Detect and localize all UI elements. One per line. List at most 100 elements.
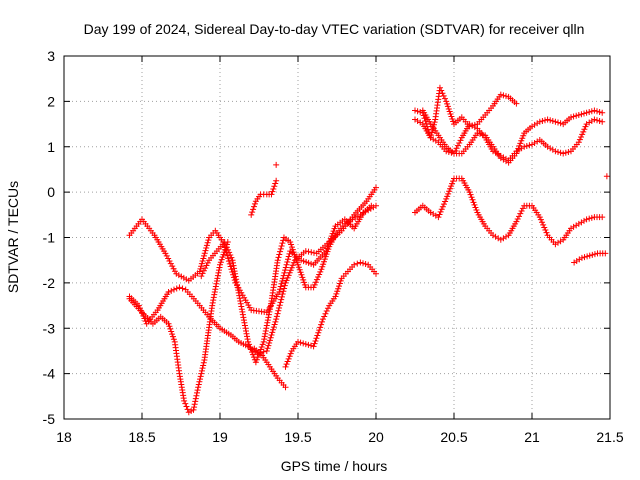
data-point [447,185,454,192]
data-point [274,310,281,317]
data-point [170,336,177,343]
data-point [238,306,245,313]
data-point [227,263,234,270]
data-point [294,259,301,266]
data-point [444,193,451,200]
data-point [282,384,289,391]
x-tick-label: 21.5 [596,429,623,445]
data-point [278,293,285,300]
data-point [310,284,317,291]
data-point [446,188,453,195]
y-tick-label: -4 [43,366,56,382]
data-point [547,117,554,124]
data-point [438,206,445,213]
data-point [292,254,299,261]
data-point [449,116,456,123]
data-point [373,202,379,209]
data-point [287,350,294,357]
data-point [441,95,448,102]
data-point [218,256,225,263]
data-point [203,244,210,251]
data-point [470,199,477,206]
data-point [315,274,322,281]
data-point [193,389,200,396]
data-point [182,400,189,407]
y-tick-label: -3 [43,320,56,336]
data-point [192,398,199,405]
x-tick-label: 19 [212,429,228,445]
x-tick-labels: 18 18.5 19 19.5 20 20.5 21 21.5 [56,429,624,445]
data-point [245,338,252,345]
data-point [301,279,308,286]
data-point [209,302,216,309]
data-point [521,143,528,150]
data-point [351,261,358,268]
data-point [519,205,526,212]
data-point [473,206,480,213]
data-point [204,259,211,266]
data-point [536,214,543,221]
data-point [293,256,300,263]
data-point [454,142,461,149]
data-point [272,180,279,187]
data-point [308,249,315,256]
data-point [265,311,272,318]
data-point [233,276,240,283]
data-point [555,119,561,126]
data-point [472,204,479,211]
data-point [305,248,312,255]
data-point [517,210,524,217]
data-point [321,258,327,265]
axis-ticks [63,55,611,420]
data-point [170,286,177,293]
data-point [167,325,174,332]
data-point [586,215,593,222]
data-point [199,270,206,277]
data-point [165,288,172,295]
data-point [162,250,169,257]
data-point [169,263,176,270]
data-point [263,347,270,354]
data-point [448,149,455,156]
data-point [599,118,606,125]
data-point [264,345,271,352]
data-point [297,269,304,276]
data-point [277,248,284,255]
data-point [263,322,270,329]
data-point [271,321,278,328]
data-point [253,356,260,363]
data-point [436,84,443,91]
data-point [262,330,269,337]
data-point [283,277,290,284]
data-point [412,107,418,114]
data-point [166,323,173,330]
data-point [203,242,210,249]
data-point [580,128,587,135]
data-point [212,283,219,290]
data-point [581,110,587,117]
data-point [197,265,204,272]
data-point [220,251,227,258]
data-point [310,249,317,256]
data-point [584,253,591,260]
data-point [215,267,222,274]
data-point [228,254,235,261]
data-point [191,401,198,408]
data-point [231,268,238,275]
data-point [222,241,229,248]
data-point [198,263,205,270]
data-point [313,335,320,342]
data-point [318,321,325,328]
data-point [286,269,293,276]
data-point [562,149,569,156]
data-point [277,286,284,293]
data-point [443,98,450,105]
data-point [445,105,452,112]
data-point [284,358,291,365]
data-point [224,252,231,259]
data-point [579,131,586,138]
data-point [197,376,204,383]
data-point [273,316,280,323]
data-point [467,191,474,198]
data-point [195,381,202,388]
